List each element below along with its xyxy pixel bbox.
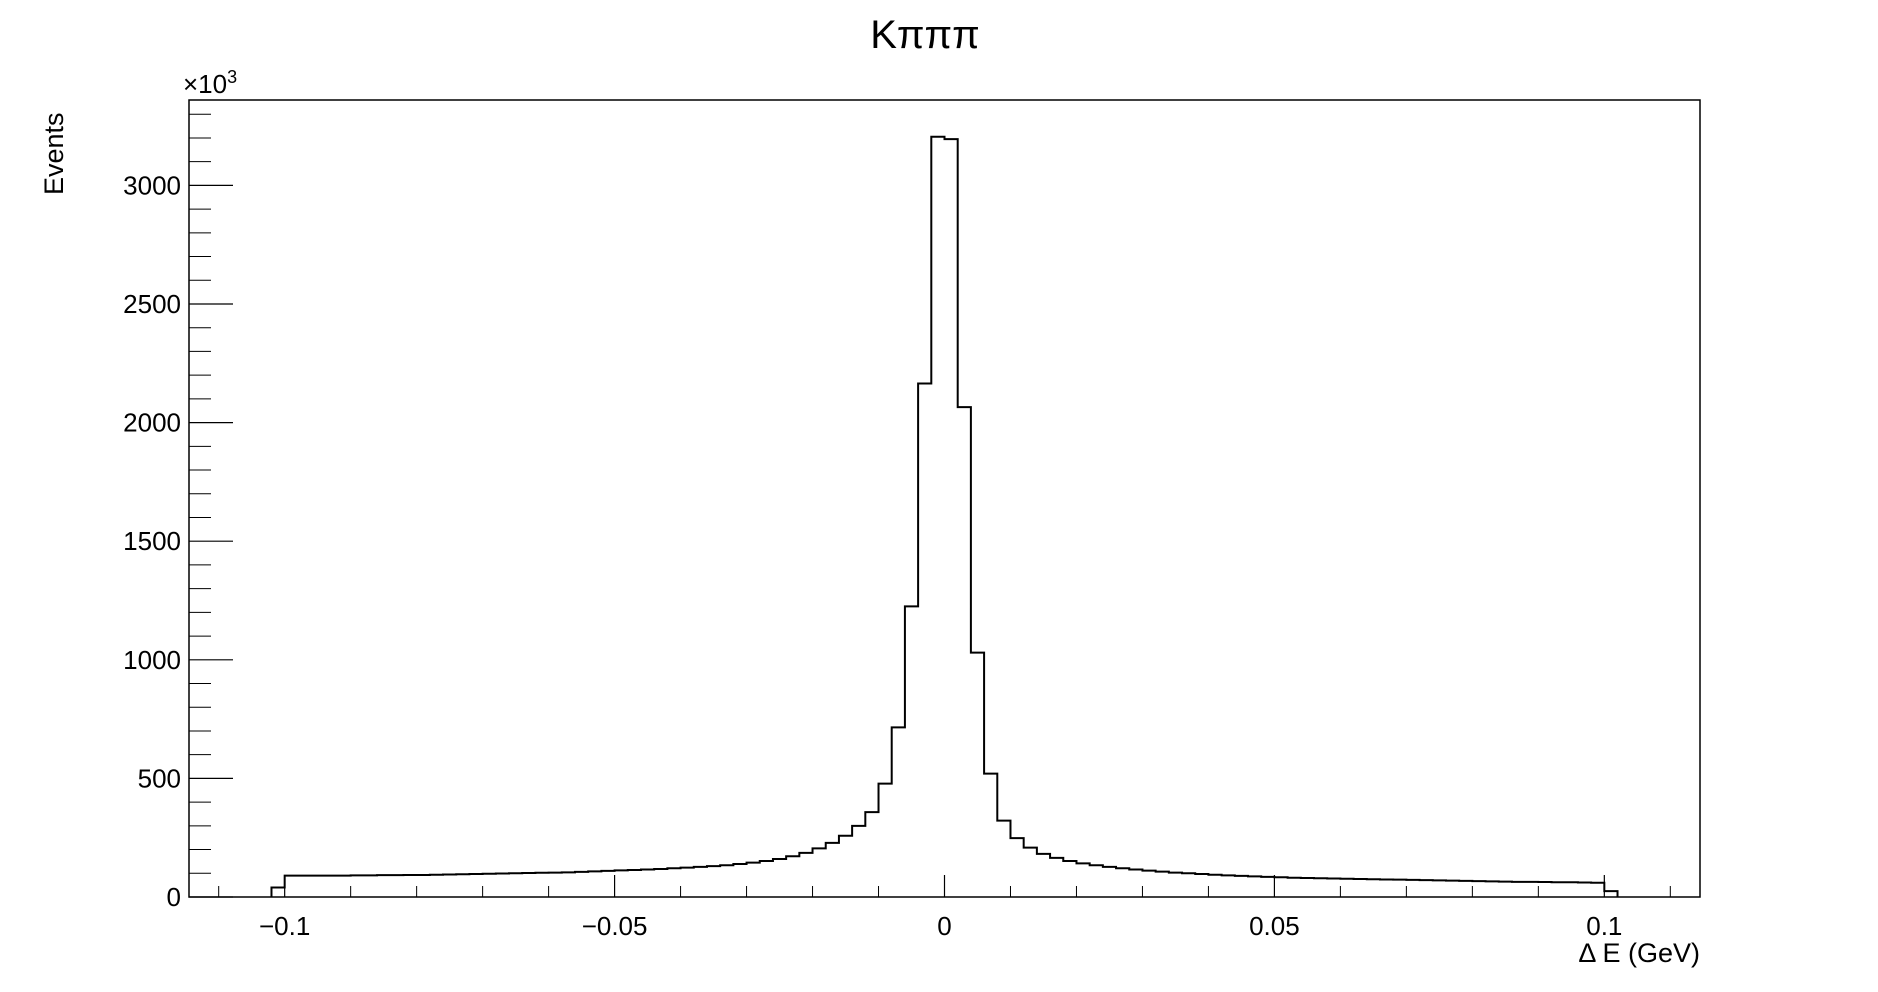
y-tick-label: 1000 <box>123 645 181 675</box>
y-tick-label: 2000 <box>123 408 181 438</box>
y-tick-label: 500 <box>138 763 181 793</box>
y-multiplier-exponent: 3 <box>227 67 237 87</box>
x-axis-label: Δ E (GeV) <box>1578 938 1700 968</box>
y-tick-label: 0 <box>167 882 181 912</box>
y-tick-label: 1500 <box>123 526 181 556</box>
x-tick-label: −0.1 <box>259 911 310 941</box>
x-tick-label: 0.05 <box>1249 911 1300 941</box>
y-axis-multiplier: ×103 <box>183 67 237 99</box>
y-tick-label: 3000 <box>123 170 181 200</box>
plot-frame <box>188 99 1701 898</box>
histogram-outline <box>270 135 1619 897</box>
y-multiplier-base: ×10 <box>183 69 227 99</box>
x-tick-label: 0.1 <box>1586 911 1622 941</box>
x-tick-label: 0 <box>937 911 951 941</box>
y-axis-label: Events <box>39 112 69 195</box>
x-tick-label: −0.05 <box>582 911 648 941</box>
y-tick-label: 2500 <box>123 289 181 319</box>
chart-title: Kπππ <box>870 13 979 57</box>
